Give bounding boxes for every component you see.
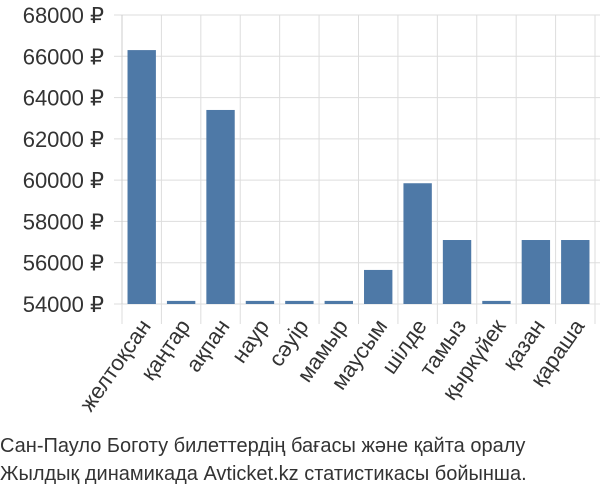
y-tick-label: 64000 ₽ (23, 86, 104, 111)
bar-шілде (403, 183, 432, 304)
bars (127, 50, 590, 305)
grid-lines (121, 14, 600, 324)
bar-желтоқсан (127, 50, 156, 305)
y-tick-label: 54000 ₽ (23, 292, 104, 317)
y-tick-labels: 54000 ₽ 56000 ₽ 58000 ₽ 60000 ₽ 62000 ₽ 64000… (23, 3, 104, 317)
x-tick-labels: желтоқсанқаңтарақпаннаурсәуірмамырмаусым… (74, 314, 589, 416)
bar-мамыр (324, 300, 353, 304)
bar-қыркүйек (482, 300, 511, 304)
bar-қараша (561, 240, 590, 304)
bar-ақпан (206, 109, 235, 305)
y-tick-label: 68000 ₽ (23, 3, 104, 28)
y-tick-label: 66000 ₽ (23, 44, 104, 69)
bar-наур (245, 300, 275, 304)
y-tick-label: 62000 ₽ (23, 127, 104, 152)
bar-қаңтар (166, 300, 196, 304)
axes (114, 14, 123, 305)
bar-сәуір (285, 300, 314, 304)
bar-тамыз (442, 240, 472, 304)
bar-chart: 54000 ₽ 56000 ₽ 58000 ₽ 60000 ₽ 62000 ₽ 64000… (23, 3, 600, 416)
y-tick-label: 58000 ₽ (23, 209, 104, 234)
bar-қазан (521, 240, 551, 304)
y-tick-label: 60000 ₽ (23, 168, 104, 193)
y-tick-label: 56000 ₽ (23, 251, 104, 276)
bar-маусым (364, 269, 393, 304)
caption-line-1: Сан-Пауло Боготу билеттердің бағасы және… (0, 435, 526, 457)
caption-line-2: Жылдық динамикада Avticket.kz статистика… (0, 463, 527, 485)
x-tick-label: ақпан (181, 315, 235, 377)
